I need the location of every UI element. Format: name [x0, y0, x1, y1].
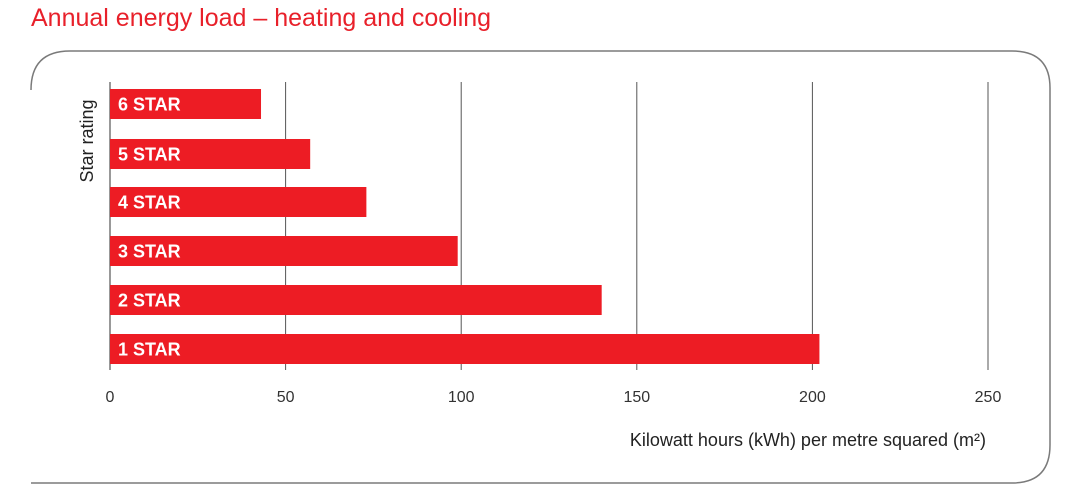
x-tick-label: 50 — [277, 389, 295, 406]
chart-title: Annual energy load – heating and cooling — [31, 4, 492, 32]
x-tick-label: 0 — [106, 389, 115, 406]
bar-label: 2 STAR — [118, 291, 181, 311]
bar-2-star — [110, 285, 602, 315]
bar-label: 3 STAR — [118, 242, 181, 262]
x-axis-title: Kilowatt hours (kWh) per metre squared (… — [630, 430, 986, 450]
bar-6-star — [110, 89, 262, 119]
x-tick-label: 200 — [799, 389, 826, 406]
x-tick-label: 150 — [623, 389, 650, 406]
bar-label: 5 STAR — [118, 145, 181, 165]
y-axis-title: Star rating — [77, 99, 97, 182]
x-tick-label: 100 — [448, 389, 475, 406]
panel-border — [30, 50, 1051, 484]
bar-label: 1 STAR — [118, 340, 181, 360]
bar-label: 6 STAR — [118, 95, 181, 115]
bar-5-star — [110, 139, 311, 169]
x-tick-label: 250 — [975, 389, 1002, 406]
bar-4-star — [110, 187, 367, 217]
bar-3-star — [110, 236, 458, 266]
bar-label: 4 STAR — [118, 193, 181, 213]
bar-1-star — [110, 334, 820, 364]
